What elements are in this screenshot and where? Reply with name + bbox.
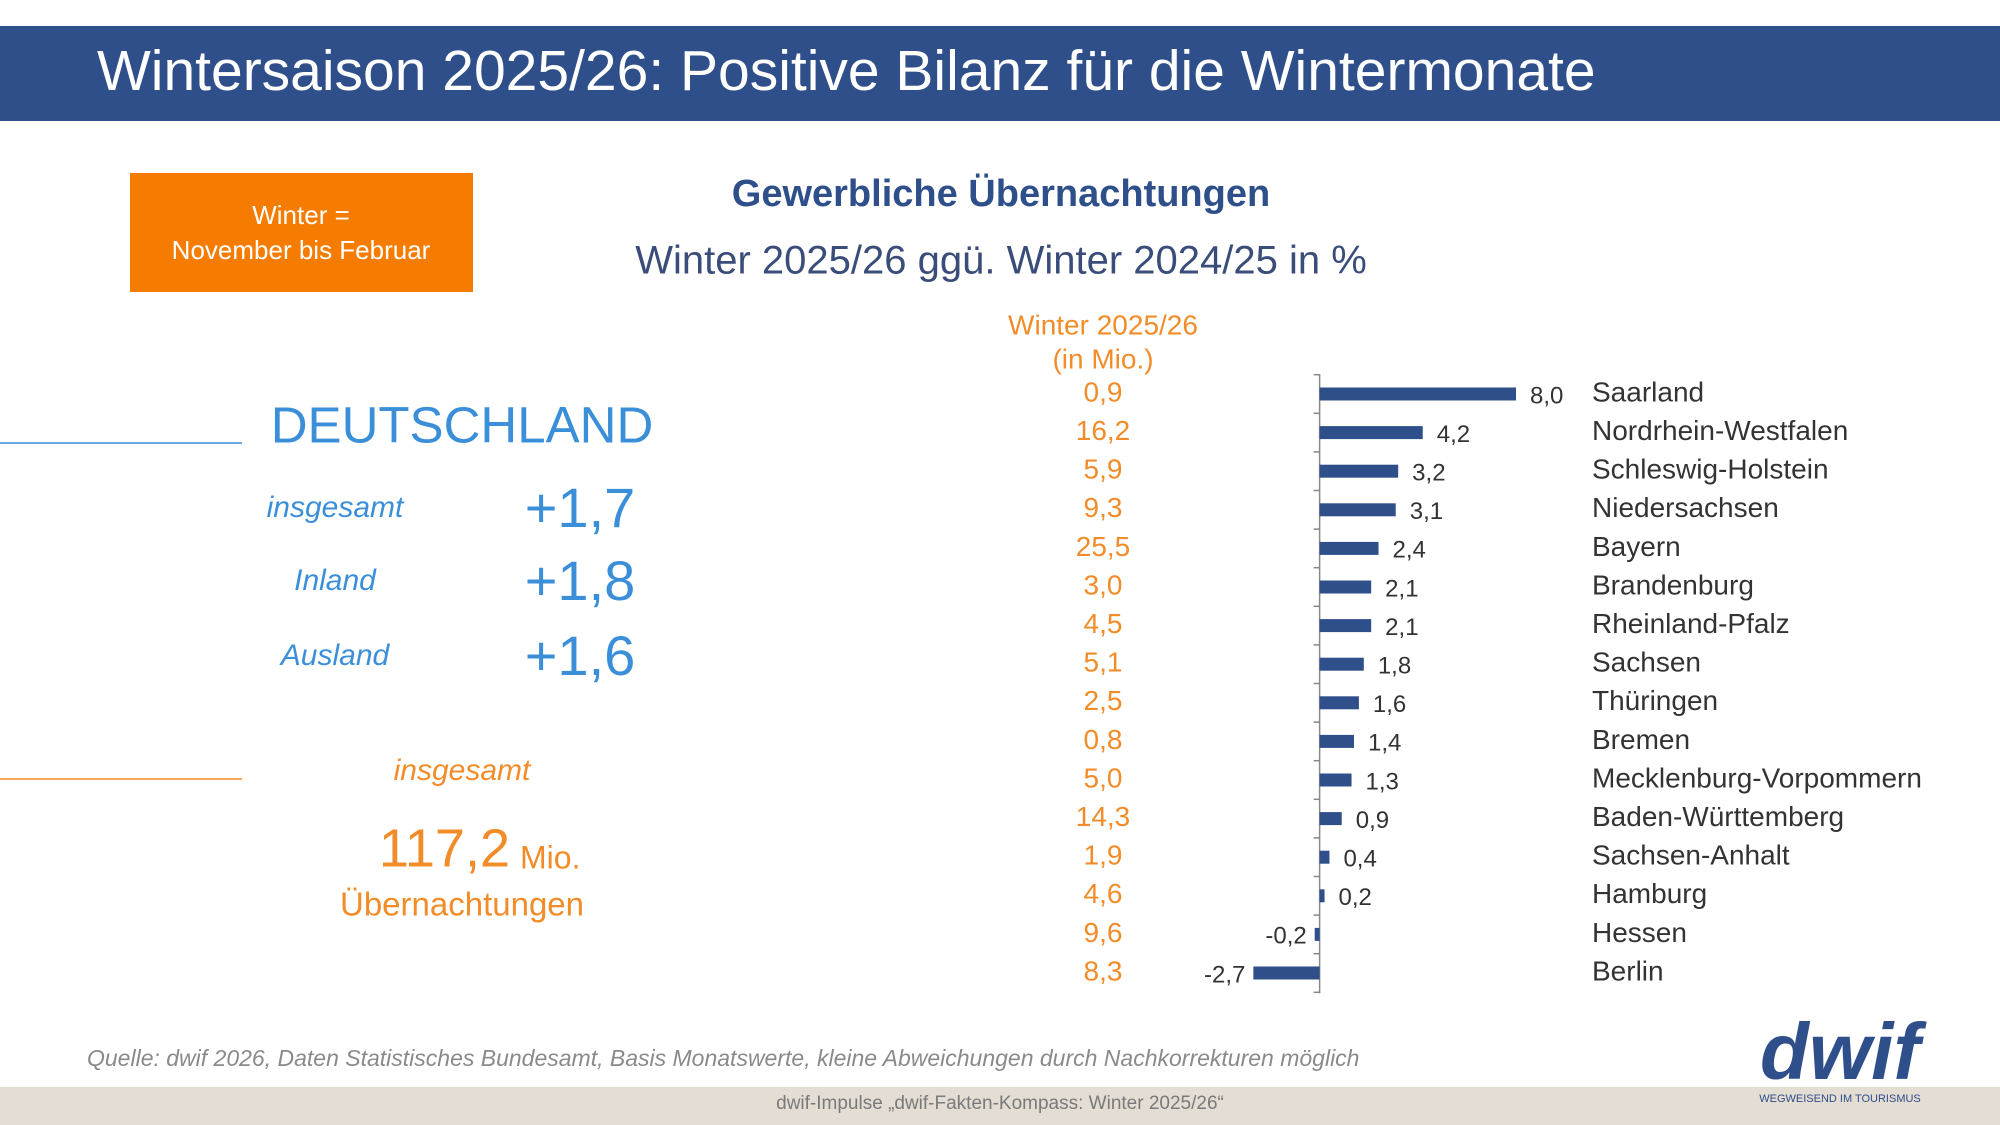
value-label: -0,2 [1265, 923, 1306, 950]
bar [1319, 580, 1372, 594]
region-title: DEUTSCHLAND [271, 396, 654, 453]
value-label: -2,7 [1204, 961, 1245, 988]
category-label: Saarland [1592, 376, 1704, 407]
value-label: 1,3 [1366, 768, 1399, 795]
summary-value: +1,6 [525, 624, 636, 687]
side-value: 14,3 [1076, 801, 1131, 832]
value-label: 2,1 [1385, 614, 1418, 641]
footer-band [0, 1087, 2000, 1125]
category-label: Bayern [1592, 531, 1681, 562]
category-label: Sachsen-Anhalt [1592, 840, 1790, 871]
value-label: 3,1 [1410, 498, 1443, 525]
bar [1319, 387, 1516, 401]
summary-label: insgesamt [267, 491, 405, 524]
chart-subtitle: Winter 2025/26 ggü. Winter 2024/25 in % [635, 239, 1367, 283]
bar [1319, 541, 1379, 555]
column-title: Winter 2025/26 [1008, 309, 1198, 340]
bar [1319, 773, 1352, 787]
category-label: Niedersachsen [1592, 492, 1779, 523]
bar [1319, 812, 1342, 826]
category-label: Mecklenburg-Vorpommern [1592, 762, 1922, 793]
side-value: 5,0 [1084, 762, 1123, 793]
value-label: 1,8 [1378, 653, 1411, 680]
value-label: 8,0 [1530, 382, 1563, 409]
info-line: November bis Februar [172, 235, 431, 265]
value-label: 3,2 [1412, 460, 1445, 487]
value-label: 4,2 [1437, 421, 1470, 448]
bar [1319, 850, 1330, 864]
side-value: 8,3 [1084, 955, 1123, 986]
bar [1319, 619, 1372, 633]
logo-tagline: WEGWEISEND IM TOURISMUS [1759, 1093, 1921, 1105]
side-value: 4,6 [1084, 878, 1123, 909]
chart: 8,0 Saarland 0,9 4,2 Nordrhein-Westfalen 16,2… [1076, 373, 1922, 994]
category-label: Baden-Württemberg [1592, 801, 1844, 832]
bar [1319, 503, 1396, 517]
category-label: Nordrhein-Westfalen [1592, 415, 1848, 446]
info-line: Winter = [252, 200, 350, 230]
side-value: 9,6 [1084, 917, 1123, 948]
footer-text: dwif-Impulse „dwif-Fakten-Kompass: Winte… [776, 1093, 1224, 1114]
value-label: 0,4 [1343, 846, 1376, 873]
category-label: Hamburg [1592, 878, 1707, 909]
value-label: 2,4 [1393, 537, 1426, 564]
column-subtitle: (in Mio.) [1052, 343, 1153, 374]
total-value: 117,2 [379, 818, 510, 878]
total-label: insgesamt [394, 754, 532, 787]
logo: dwif [1760, 1007, 1927, 1096]
value-label: 0,2 [1339, 884, 1372, 911]
total-caption: Übernachtungen [340, 886, 584, 923]
value-label: 1,6 [1373, 691, 1406, 718]
bar [1314, 927, 1320, 941]
bar [1319, 696, 1359, 710]
chart-title: Gewerbliche Übernachtungen [732, 172, 1270, 215]
summary-label: Inland [294, 564, 377, 597]
side-value: 0,9 [1084, 376, 1123, 407]
side-value: 5,1 [1084, 647, 1123, 678]
side-value: 5,9 [1084, 454, 1123, 485]
summary-value: +1,7 [525, 476, 636, 539]
header-bar [0, 26, 2000, 121]
category-label: Hessen [1592, 917, 1687, 948]
side-value: 16,2 [1076, 415, 1131, 446]
category-label: Bremen [1592, 724, 1690, 755]
category-label: Schleswig-Holstein [1592, 454, 1829, 485]
bar [1319, 464, 1399, 478]
category-label: Berlin [1592, 955, 1664, 986]
category-label: Thüringen [1592, 685, 1718, 716]
bar [1319, 426, 1423, 440]
side-value: 25,5 [1076, 531, 1131, 562]
side-value: 0,8 [1084, 724, 1123, 755]
bar [1319, 734, 1354, 748]
value-label: 0,9 [1356, 807, 1389, 834]
slide-title: Wintersaison 2025/26: Positive Bilanz fü… [97, 39, 1596, 103]
summary-value: +1,8 [525, 549, 636, 612]
source-note: Quelle: dwif 2026, Daten Statistisches B… [87, 1045, 1359, 1071]
category-label: Sachsen [1592, 647, 1701, 678]
bar [1253, 966, 1320, 980]
bar [1319, 889, 1325, 903]
total-unit: Mio. [520, 839, 580, 875]
bar [1319, 657, 1364, 671]
value-label: 1,4 [1368, 730, 1401, 757]
side-value: 9,3 [1084, 492, 1123, 523]
side-value: 3,0 [1084, 569, 1123, 600]
category-label: Rheinland-Pfalz [1592, 608, 1790, 639]
side-value: 1,9 [1084, 840, 1123, 871]
value-label: 2,1 [1385, 575, 1418, 602]
summary-label: Ausland [279, 639, 391, 672]
category-label: Brandenburg [1592, 569, 1754, 600]
side-value: 4,5 [1084, 608, 1123, 639]
side-value: 2,5 [1084, 685, 1123, 716]
info-box [130, 173, 473, 292]
